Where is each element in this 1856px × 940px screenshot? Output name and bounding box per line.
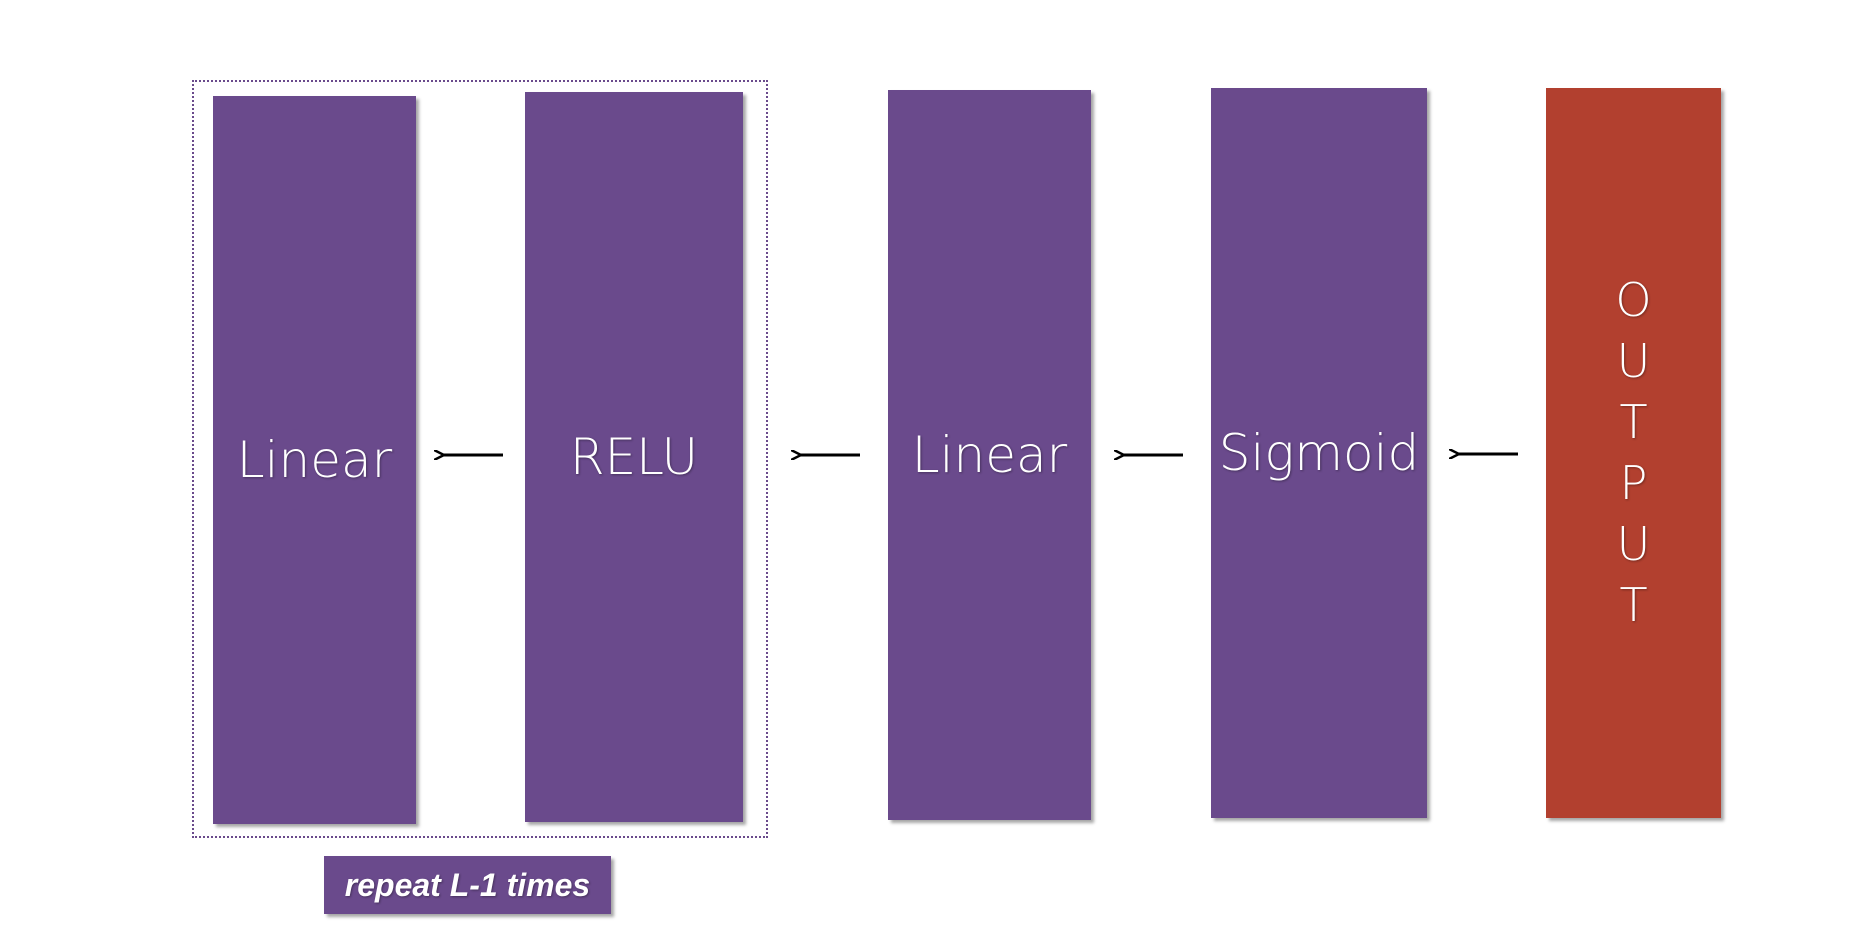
repeat-group-box <box>192 80 768 838</box>
output-letter: T <box>1619 395 1648 449</box>
linear-block-2: Linear <box>888 90 1091 820</box>
linear-block-1: Linear <box>213 96 416 824</box>
output-block: O U T P U T <box>1546 88 1721 818</box>
linear-block-1-label: Linear <box>236 431 393 489</box>
sigmoid-block-label: Sigmoid <box>1218 424 1420 482</box>
output-letter: P <box>1619 456 1648 510</box>
output-letter: U <box>1616 334 1651 388</box>
relu-block-label: RELU <box>569 428 699 486</box>
output-letter: U <box>1616 517 1651 571</box>
repeat-label: repeat L-1 times <box>324 856 611 914</box>
output-letter: O <box>1615 273 1652 327</box>
relu-block: RELU <box>525 92 743 822</box>
output-letter: T <box>1619 578 1648 632</box>
sigmoid-block: Sigmoid <box>1211 88 1427 818</box>
linear-block-2-label: Linear <box>911 426 1068 484</box>
